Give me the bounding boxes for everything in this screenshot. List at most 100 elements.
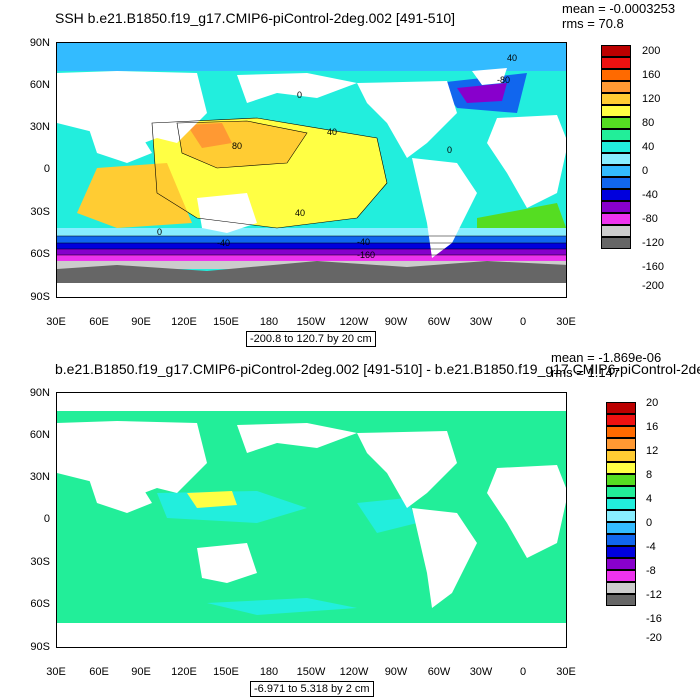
p1-lat-90s: 90S — [30, 291, 50, 303]
siberia-2 — [237, 423, 357, 453]
cb1-swatch-5 — [601, 93, 631, 105]
cb2-swatch-12 — [606, 534, 636, 546]
clabel-4: 40 — [295, 208, 305, 218]
south-america — [412, 158, 477, 258]
p2-lon-90w: 90W — [384, 666, 408, 678]
panel2-rms: rms = 1.147 — [551, 365, 621, 380]
cb1-label-120: 120 — [642, 93, 661, 105]
cb2-swatch-17 — [606, 594, 636, 606]
siberia — [237, 73, 357, 103]
north-america — [357, 81, 457, 158]
p1-lon-30w: 30W — [469, 316, 493, 328]
clabel-1: 0 — [297, 90, 302, 100]
continents — [57, 68, 566, 258]
so-band-2 — [57, 236, 566, 243]
diff-patch-2 — [187, 491, 237, 508]
eurasia-2 — [57, 421, 207, 503]
contour-40 — [151, 117, 388, 229]
contour-labels: 0 40 80 40 0 -40 -160 -40 -80 40 0 — [157, 53, 517, 260]
pacific-max — [187, 123, 232, 148]
antarctic-mask-2 — [57, 623, 566, 647]
cb2-swatch-14 — [606, 558, 636, 570]
diff-patch-3 — [357, 498, 417, 533]
p1-lon-0: 0 — [519, 316, 527, 328]
cb1-swatch-9 — [601, 141, 631, 153]
australia-2 — [197, 543, 257, 583]
p2-lat-0: 0 — [43, 513, 50, 525]
cb2-label-m16: -16 — [646, 613, 662, 625]
panel1-title: SSH b.e21.B1850.f19_g17.CMIP6-piControl-… — [55, 10, 456, 26]
p2-lat-90n: 90N — [29, 387, 50, 399]
p2-lat-60n: 60N — [29, 429, 50, 441]
cb2-swatch-6 — [606, 462, 636, 474]
cb2-swatch-10 — [606, 510, 636, 522]
cb1-label-m40: -40 — [642, 189, 658, 201]
cb2-swatch-8 — [606, 486, 636, 498]
indian-high — [77, 163, 192, 228]
p2-lon-0: 0 — [519, 666, 527, 678]
panel1-map-svg: 0 40 80 40 0 -40 -160 -40 -80 40 0 — [57, 43, 566, 297]
cb1-swatch-14 — [601, 201, 631, 213]
cb2-swatch-9 — [606, 498, 636, 510]
polar-mask — [57, 283, 566, 297]
cb1-label-160: 160 — [642, 69, 661, 81]
cb1-label-0: 0 — [642, 165, 649, 177]
panel2-range-label: -6.971 to 5.318 by 2 cm — [250, 681, 374, 697]
p2-lat-30s: 30S — [30, 556, 50, 568]
diff-patch-4 — [207, 598, 357, 615]
so-band-4 — [57, 249, 566, 255]
p2-lon-30w: 30W — [469, 666, 493, 678]
p1-lon-90e: 90E — [131, 316, 151, 328]
cb1-swatch-13 — [601, 189, 631, 201]
p2-lon-60w: 60W — [427, 666, 451, 678]
p1-lat-30s: 30S — [30, 206, 50, 218]
cb2-swatch-16 — [606, 582, 636, 594]
cb1-swatch-8 — [601, 129, 631, 141]
cb1-label-40: 40 — [642, 141, 655, 153]
continents-2 — [57, 393, 566, 647]
p1-lon-axis: 30E 60E 90E 120E 150E 180 150W 120W 90W … — [0, 316, 700, 330]
cb2-swatch-1 — [606, 402, 636, 414]
clabel-9: -80 — [497, 75, 510, 85]
panel2-title: b.e21.B1850.f19_g17.CMIP6-piControl-2deg… — [55, 361, 700, 377]
p2-lon-30e: 30E — [46, 666, 66, 678]
cb2-label-16: 16 — [646, 421, 659, 433]
cb2-label-12: 12 — [646, 445, 659, 457]
cb1-swatch-11 — [601, 165, 631, 177]
p1-lat-90n: 90N — [29, 37, 50, 49]
panel2-map-svg — [57, 393, 566, 647]
cb1-label-m120: -120 — [642, 237, 665, 249]
p2-lon-120e: 120E — [171, 666, 197, 678]
p2-lon-180: 180 — [259, 666, 279, 678]
p2-lat-30n: 30N — [29, 471, 50, 483]
cb2-label-20: 20 — [646, 397, 659, 409]
cb1-label-m80: -80 — [642, 213, 658, 225]
cb2-swatch-15 — [606, 570, 636, 582]
panel1-mean: mean = -0.0003253 — [562, 1, 676, 16]
cb1-swatch-15 — [601, 213, 631, 225]
so-band-1 — [57, 228, 566, 236]
cb2-swatch-5 — [606, 450, 636, 462]
clabel-2: 40 — [327, 127, 337, 137]
cb1-label-m160: -160 — [642, 261, 665, 273]
cb2-label-4: 4 — [646, 493, 653, 505]
panel2-colorbar — [606, 402, 636, 606]
p1-lon-30e: 30E — [46, 316, 66, 328]
so-band-3 — [57, 243, 566, 249]
clabel-3: 80 — [232, 141, 242, 151]
cb2-swatch-7 — [606, 474, 636, 486]
cb2-label-m20: -20 — [646, 632, 662, 644]
greenland — [472, 68, 507, 85]
india-2 — [87, 471, 152, 513]
p1-lon-180: 180 — [259, 316, 279, 328]
cb1-swatch-16 — [601, 225, 631, 237]
cb2-swatch-3 — [606, 426, 636, 438]
cb1-swatch-1 — [601, 45, 631, 57]
africa — [487, 115, 566, 208]
panel1-map: 0 40 80 40 0 -40 -160 -40 -80 40 0 — [56, 42, 567, 298]
cb1-swatch-7 — [601, 117, 631, 129]
clabel-10: 40 — [507, 53, 517, 63]
panel1-range-label: -200.8 to 120.7 by 20 cm — [246, 331, 376, 347]
p2-lon-150e: 150E — [213, 666, 239, 678]
clabel-6: -40 — [357, 237, 370, 247]
